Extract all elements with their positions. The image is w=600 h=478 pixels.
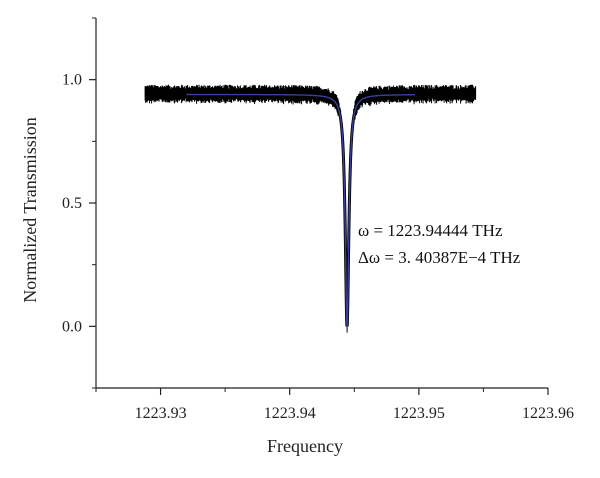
x-tick-label: 1223.95 [393, 405, 445, 422]
annotation-linewidth: Δω = 3. 40387E−4 THz [358, 248, 521, 267]
y-tick-label: 0.0 [62, 318, 82, 335]
fit-curve [186, 93, 415, 328]
tick-marks [89, 17, 549, 395]
x-tick-label: 1223.94 [264, 405, 316, 422]
x-axis-title: Frequency [267, 436, 343, 456]
measured-dip-core [327, 95, 367, 327]
x-tick-label: 1223.93 [135, 405, 187, 422]
tick-labels: 1223.93 1223.94 1223.95 1223.96 0.0 0.5 1.0 [62, 72, 574, 422]
axes [95, 18, 548, 389]
y-tick-label: 1.0 [62, 72, 82, 89]
measured-data-band [144, 84, 477, 333]
x-tick-label: 1223.96 [522, 405, 574, 422]
measured-data-series [144, 84, 477, 333]
fit-curve-series [186, 93, 415, 328]
annotation-center-frequency: ω = 1223.94444 THz [358, 221, 503, 240]
y-axis-title: Normalized Transmission [20, 117, 40, 303]
y-tick-label: 0.5 [62, 195, 82, 212]
